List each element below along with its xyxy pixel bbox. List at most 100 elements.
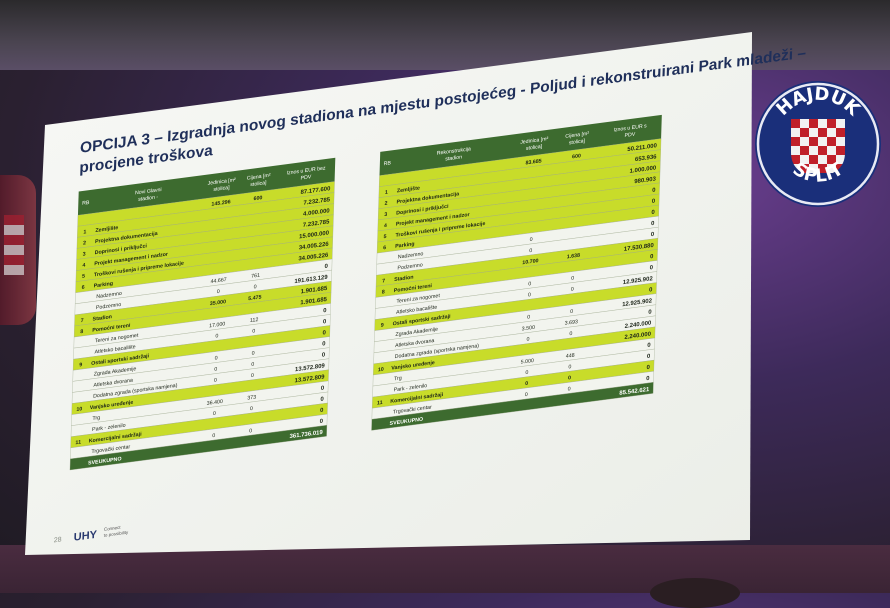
table-header-cell: stolica]	[250, 180, 267, 188]
table-cell-amount: 0	[646, 365, 650, 371]
table-cell-price: 0	[568, 375, 571, 381]
table-cell-rb: 6	[383, 245, 386, 251]
uhy-logo: UHY	[74, 529, 98, 544]
table-cell-amount: 0	[647, 343, 651, 349]
table-cell-amount: 0	[320, 419, 324, 425]
page-number: 28	[54, 536, 62, 544]
table-cell-price: 0	[250, 406, 253, 412]
table-cell-price: 0	[571, 275, 574, 281]
table-cell-name: Park - zelenilo	[394, 383, 428, 393]
table-cell-rb: 8	[382, 289, 385, 295]
table-cell-name: Pomoćni tereni	[92, 323, 131, 334]
table-cell-unit: 36.400	[207, 399, 223, 407]
table-cell-unit: 0	[214, 378, 217, 384]
table-cell-name: SVEUKUPNO	[390, 417, 424, 427]
table-cell-rb: 5	[383, 234, 386, 240]
table-cell-name: Zgrada Akademije	[94, 366, 137, 378]
table-cell-price: 761	[251, 273, 260, 280]
table-header-cell: stolica]	[526, 144, 543, 152]
table-cell-amount: 85.542.621	[619, 387, 650, 397]
table-cell-unit: 0	[215, 355, 218, 361]
table-cell-name: Zemljište	[397, 185, 420, 194]
table-header-bg	[77, 157, 336, 216]
logo-tagline-1: Connect	[104, 525, 122, 532]
table-cell-name: Zemljište	[95, 225, 118, 234]
speaker-head-silhouette	[650, 578, 740, 608]
hajduk-split-badge: HAJDUK SPLIT	[755, 81, 881, 207]
table-header-cell: Iznos u EUR bez	[287, 165, 327, 176]
table-cell-price: 0	[251, 373, 254, 379]
table-cell-name: Atletska dvorana	[93, 378, 133, 389]
table-cell-price: 0	[568, 386, 571, 392]
table-cell-price: 448	[566, 353, 575, 360]
table-cell-price: 0	[251, 362, 254, 368]
table-cell-amount: 0	[322, 330, 326, 336]
table-cell-rb: 10	[378, 367, 384, 374]
table-header-cell: stolica]	[569, 138, 586, 146]
table-cell-name: Trg	[394, 375, 402, 382]
table-cell-rb: 9	[381, 323, 384, 329]
table-cell-name: Park - zelenilo	[92, 423, 126, 433]
table-cell-unit: 0	[528, 281, 531, 287]
table-cell-rb: 5	[82, 274, 85, 280]
table-header-cell: RB	[384, 160, 392, 167]
table-cell-unit: 83.685	[525, 158, 541, 166]
table-cell-unit: 0	[525, 370, 528, 376]
table-header-bg	[379, 114, 662, 176]
projection-screen: OPCIJA 3 – Izgradnja novog stadiona na m…	[25, 32, 807, 555]
table-cell-rb: 7	[81, 318, 84, 324]
table-cell-amount: 0	[650, 254, 654, 260]
badge-white-rim	[756, 82, 880, 206]
table-cell-price: 0	[568, 364, 571, 370]
table-cell-amount: 7.232.785	[303, 197, 330, 207]
table-row	[69, 425, 328, 471]
table-cell-amount: 0	[324, 264, 328, 270]
table-cell-amount: 0	[650, 265, 654, 271]
table-cell-unit: 0	[215, 333, 218, 339]
table-cell-amount: 15.000.000	[299, 230, 330, 240]
table-header-cell: stadion	[445, 154, 462, 162]
table-cell-price: 600	[253, 195, 262, 202]
table-cell-unit: 3.500	[522, 325, 535, 333]
table-cell-name: Vanjsko uređenje	[90, 400, 134, 412]
table-cell-name: SVEUKUPNO	[88, 456, 122, 466]
table-cell-rb: 10	[76, 406, 82, 413]
logo-tagline-2: to possibility	[104, 530, 129, 538]
table-cell-amount: 0	[652, 187, 656, 193]
table-cell-name: Vanjsko uređenje	[391, 360, 435, 372]
table-cell-amount: 191.613.129	[294, 275, 328, 285]
table-header-cell: stolica]	[213, 185, 230, 193]
table-cell-price: 0	[569, 331, 572, 337]
table-cell-price: 1.638	[567, 253, 580, 261]
table-cell-amount: 0	[322, 352, 326, 358]
table-cell-unit: 35.000	[210, 299, 226, 307]
flag-banner	[0, 175, 36, 325]
table-cell-amount: 2.240.000	[625, 320, 652, 330]
table-cell-rb: 8	[80, 329, 83, 335]
table-cell-amount: 653.936	[635, 154, 657, 163]
table-cell-name: Stadion	[394, 275, 414, 283]
floor	[0, 545, 890, 593]
table-cell-price: 0	[254, 284, 257, 290]
table-cell-amount: 0	[648, 309, 652, 315]
table-cell-unit: 5.000	[521, 358, 534, 366]
table-header-cell: Jedinica [m²	[208, 177, 236, 187]
table-cell-rb: 1	[83, 229, 86, 235]
table-cell-unit: 145.296	[211, 199, 230, 207]
table-cell-name: Tereni za nogomet	[396, 293, 440, 305]
table-cell-name: Parking	[94, 281, 114, 289]
checkerboard-pattern	[4, 215, 24, 275]
table-cell-unit: 0	[525, 381, 528, 387]
table-cell-unit: 17.000	[209, 321, 225, 329]
table-cell-name: Podzemno	[96, 302, 122, 311]
table-cell-rb: 4	[82, 262, 85, 268]
table-cell-amount: 0	[320, 397, 324, 403]
table-cell-name: Podzemno	[397, 262, 423, 271]
table-cell-unit: 44.667	[210, 277, 226, 285]
table-cell-name: Trg	[92, 415, 100, 422]
table-cell-name: Nadzemno	[398, 251, 424, 260]
table-cell-unit: 0	[217, 289, 220, 295]
table-cell-amount: 0	[651, 221, 655, 227]
table-cell-name: Pomoćni tereni	[394, 283, 433, 294]
